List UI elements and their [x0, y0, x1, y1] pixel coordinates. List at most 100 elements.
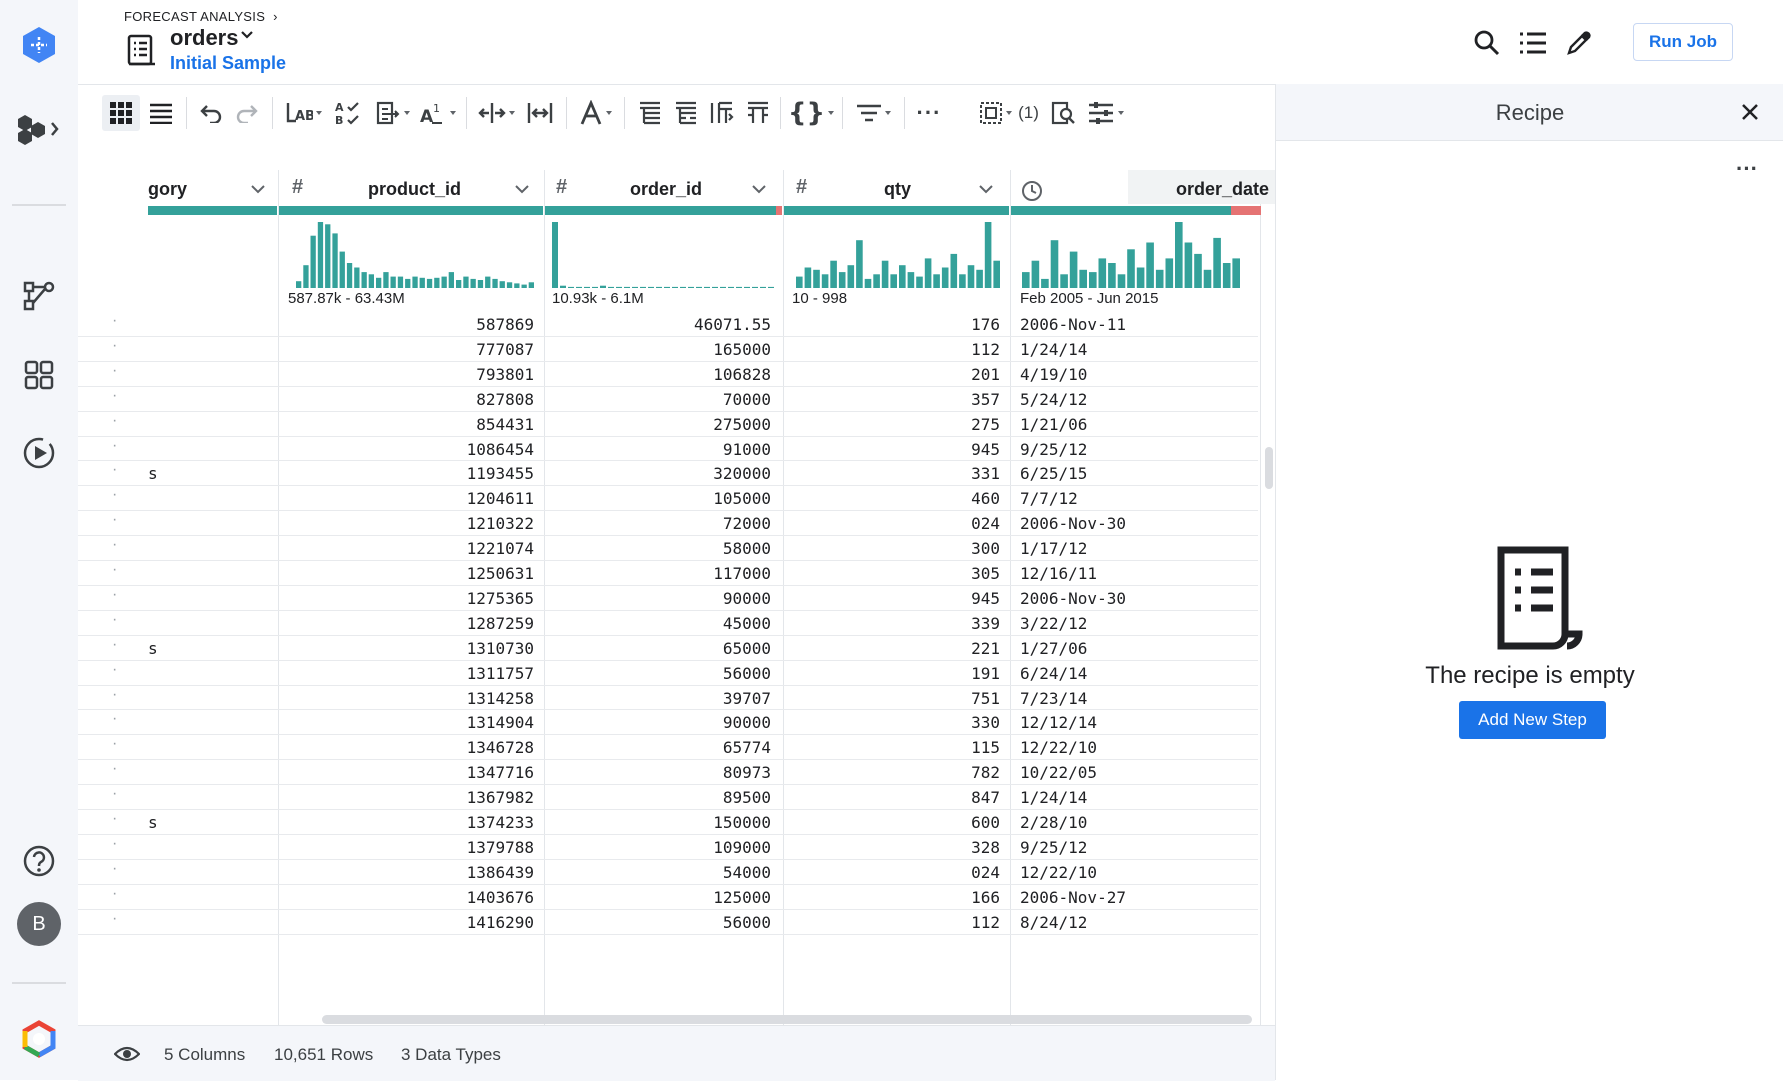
cell-product-id[interactable]: 1403676 — [466, 887, 534, 907]
histogram-bar[interactable] — [426, 278, 433, 288]
histogram-bar[interactable] — [608, 286, 614, 288]
histogram-bar[interactable] — [712, 286, 718, 288]
cell-qty[interactable]: 201 — [971, 364, 1000, 384]
cell-order-id[interactable]: 106828 — [713, 364, 771, 384]
column-transform-icon[interactable]: AB — [280, 95, 326, 131]
histogram-bar[interactable] — [1184, 242, 1193, 289]
cell-product-id[interactable]: 1367982 — [466, 788, 534, 808]
histogram-bar[interactable] — [752, 286, 758, 288]
row-handle[interactable]: · — [112, 660, 118, 678]
cell-product-id[interactable]: 1346728 — [466, 738, 534, 758]
histogram-bar[interactable] — [916, 276, 923, 288]
histogram-bar[interactable] — [616, 286, 622, 288]
histogram-bar[interactable] — [521, 284, 527, 288]
cell-order-date[interactable]: 9/25/12 — [1020, 439, 1088, 459]
histogram-bar[interactable] — [296, 281, 302, 288]
pivot-icon[interactable] — [704, 95, 740, 131]
row-handle[interactable]: · — [112, 411, 118, 429]
quality-bar[interactable] — [545, 206, 776, 215]
cell-qty[interactable]: 112 — [971, 912, 1000, 932]
histogram-bar[interactable] — [317, 222, 324, 288]
quality-bar[interactable] — [279, 206, 543, 215]
cell-order-id[interactable]: 91000 — [722, 439, 771, 459]
unnest-icon[interactable] — [668, 95, 704, 131]
histogram-order-date[interactable] — [1022, 218, 1242, 288]
histogram-bar[interactable] — [1155, 269, 1164, 288]
cell-product-id[interactable]: 1311757 — [466, 663, 534, 683]
row-handle[interactable]: · — [112, 834, 118, 852]
table-row[interactable]: · s 1374233 150000 600 2/28/10 — [78, 810, 1258, 835]
row-handle[interactable]: · — [112, 585, 118, 603]
histogram-bar[interactable] — [506, 282, 513, 288]
cell-category[interactable]: s — [148, 638, 158, 658]
row-count[interactable]: 10,651 Rows — [274, 1045, 374, 1064]
cell-qty[interactable]: 460 — [971, 489, 1000, 509]
cell-qty[interactable]: 112 — [971, 339, 1000, 359]
object-icon[interactable]: {} — [788, 95, 835, 131]
histogram-bar[interactable] — [383, 272, 389, 288]
cell-product-id[interactable]: 1287259 — [466, 613, 534, 633]
cell-order-date[interactable]: 12/16/11 — [1020, 564, 1098, 583]
histogram-bar[interactable] — [821, 274, 829, 288]
histogram-bar[interactable] — [1127, 249, 1135, 288]
histogram-qty[interactable] — [796, 218, 1002, 288]
help-icon[interactable] — [14, 836, 64, 886]
histogram-bar[interactable] — [1031, 260, 1040, 288]
cell-order-id[interactable]: 39707 — [722, 688, 771, 708]
histogram-bar[interactable] — [584, 286, 590, 288]
jobs-icon[interactable] — [14, 428, 64, 478]
histogram-bar[interactable] — [600, 285, 606, 288]
histogram-bar[interactable] — [688, 286, 694, 288]
histogram-bar[interactable] — [984, 222, 992, 288]
table-row[interactable]: · 1346728 65774 115 12/22/10 — [78, 735, 1258, 760]
cell-order-date[interactable]: 4/19/10 — [1020, 364, 1088, 384]
histogram-bar[interactable] — [1108, 263, 1116, 288]
histogram-bar[interactable] — [1222, 263, 1231, 288]
histogram-bar[interactable] — [346, 263, 353, 288]
histogram-bar[interactable] — [768, 286, 774, 288]
cell-product-id[interactable]: 1204611 — [466, 489, 534, 509]
histogram-bar[interactable] — [361, 272, 367, 288]
select-columns-icon[interactable]: (1) — [974, 95, 1044, 131]
column-list-icon[interactable] — [1516, 26, 1550, 60]
cell-product-id[interactable]: 1374233 — [466, 813, 534, 832]
flow-view-icon[interactable] — [14, 270, 64, 320]
cell-qty[interactable]: 328 — [971, 837, 1000, 857]
cell-order-date[interactable]: 12/22/10 — [1020, 862, 1098, 882]
histogram-bar[interactable] — [514, 283, 520, 288]
histogram-bar[interactable] — [830, 260, 837, 288]
histogram-bar[interactable] — [477, 280, 484, 288]
cell-qty[interactable]: 847 — [971, 788, 1000, 808]
histogram-bar[interactable] — [680, 286, 686, 288]
histogram-bar[interactable] — [796, 276, 803, 288]
cell-order-date[interactable]: 1/24/14 — [1020, 339, 1088, 359]
histogram-bar[interactable] — [632, 286, 638, 288]
cell-order-id[interactable]: 105000 — [713, 489, 771, 509]
redo-icon[interactable] — [230, 95, 264, 131]
row-handle[interactable]: · — [112, 486, 118, 504]
font-icon[interactable] — [574, 95, 616, 131]
cell-order-id[interactable]: 45000 — [722, 613, 771, 633]
nest-icon[interactable] — [632, 95, 668, 131]
histogram-bar[interactable] — [672, 286, 678, 288]
cell-order-id[interactable]: 90000 — [722, 588, 771, 608]
cell-order-date[interactable]: 2006-Nov-27 — [1020, 887, 1126, 907]
cell-qty[interactable]: 275 — [971, 414, 1000, 434]
cell-order-id[interactable]: 54000 — [722, 862, 771, 882]
cell-qty[interactable]: 166 — [971, 887, 1000, 907]
cell-category[interactable]: s — [148, 464, 158, 484]
row-handle[interactable]: · — [112, 436, 118, 454]
table-row[interactable]: · 1347716 80973 782 10/22/05 — [78, 760, 1258, 785]
row-handle[interactable]: · — [112, 810, 118, 827]
cell-category[interactable]: s — [148, 813, 158, 832]
column-count[interactable]: 5 Columns — [164, 1045, 246, 1064]
cell-qty[interactable]: 115 — [971, 738, 1000, 758]
table-row[interactable]: · 1275365 90000 945 2006-Nov-30 — [78, 586, 1258, 611]
quality-bar[interactable] — [1011, 206, 1231, 215]
split-icon[interactable] — [474, 95, 518, 131]
quality-bar[interactable] — [148, 206, 277, 215]
table-row[interactable]: · 1250631 117000 305 12/16/11 — [78, 561, 1258, 586]
histogram-bar[interactable] — [368, 274, 374, 288]
cell-order-date[interactable]: 6/24/14 — [1020, 663, 1088, 683]
histogram-bar[interactable] — [448, 272, 454, 288]
